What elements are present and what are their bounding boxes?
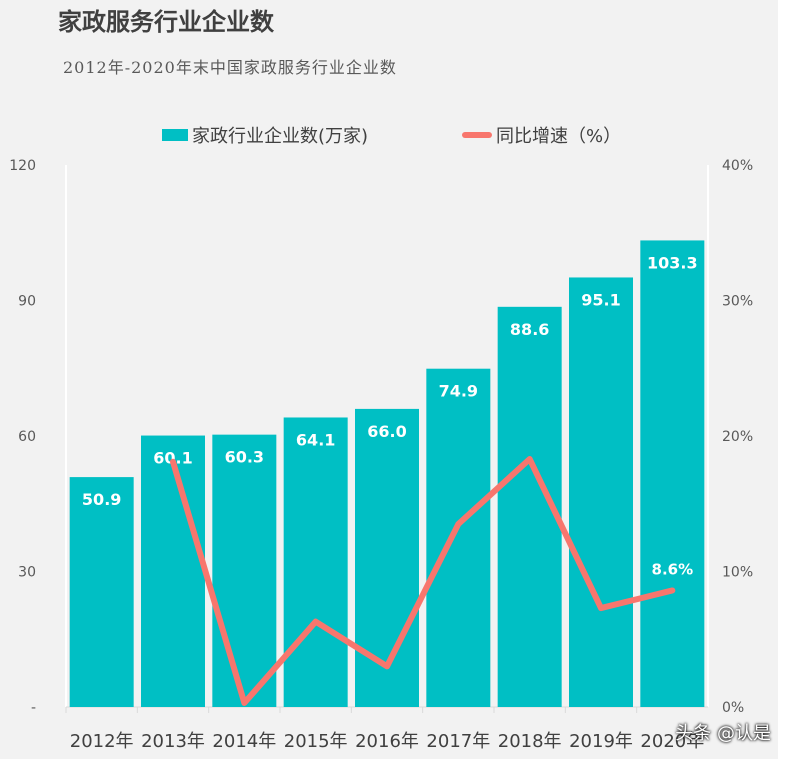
bar <box>569 277 633 707</box>
growth-line <box>170 456 676 706</box>
x-tick-label: 2014年 <box>212 731 276 752</box>
right-tick-label: 20% <box>722 429 753 445</box>
left-tick-label: 30 <box>18 565 36 581</box>
left-tick-label: - <box>31 700 36 716</box>
bar <box>212 434 277 707</box>
left-tick-label: 90 <box>18 294 36 310</box>
bar <box>355 408 419 707</box>
bar <box>640 240 705 707</box>
x-tick-label: 2019年 <box>569 731 633 752</box>
legend-bar-swatch <box>162 129 188 141</box>
bar <box>69 477 134 707</box>
bar-label: 74.9 <box>439 382 478 401</box>
legend-line-label: 同比增速（%） <box>496 126 622 147</box>
right-tick-label: 40% <box>722 158 753 174</box>
bar-label: 60.3 <box>225 448 264 467</box>
left-tick-label: 120 <box>9 158 36 174</box>
x-tick-label: 2012年 <box>70 731 134 752</box>
bar-label: 95.1 <box>581 290 620 309</box>
right-tick-label: 0% <box>722 700 744 716</box>
right-tick-label: 10% <box>722 565 753 581</box>
bar-label: 88.6 <box>510 320 549 339</box>
x-tick-label: 2020年 <box>640 731 704 752</box>
bar <box>141 435 205 707</box>
legend-line: 同比增速（%） <box>462 122 621 148</box>
legend-bar-label: 家政行业企业数(万家) <box>192 126 369 147</box>
bar-label: 103.3 <box>647 253 698 272</box>
legend-line-swatch <box>462 132 492 138</box>
left-tick-label: 60 <box>18 429 36 445</box>
x-tick-label: 2016年 <box>355 731 419 752</box>
x-tick-label: 2017年 <box>426 731 490 752</box>
bar-label: 60.1 <box>153 449 192 468</box>
bar <box>283 417 348 707</box>
right-strip <box>778 0 787 759</box>
growth-label: 8.6% <box>652 560 694 578</box>
chart-subtitle: 2012年-2020年末中国家政服务行业企业数 <box>63 58 397 77</box>
x-tick-label: 2013年 <box>141 731 205 752</box>
chart-title: 家政服务行业企业数 <box>58 8 274 36</box>
watermark: 头条 @认是 <box>675 723 771 744</box>
bar <box>426 368 491 707</box>
x-tick-label: 2015年 <box>284 731 348 752</box>
right-tick-label: 30% <box>722 294 753 310</box>
legend-bar: 家政行业企业数(万家) <box>162 122 368 148</box>
x-tick-label: 2018年 <box>498 731 562 752</box>
bar-label: 50.9 <box>82 490 121 509</box>
bar-label: 66.0 <box>367 422 406 441</box>
bar-label: 64.1 <box>296 430 335 449</box>
